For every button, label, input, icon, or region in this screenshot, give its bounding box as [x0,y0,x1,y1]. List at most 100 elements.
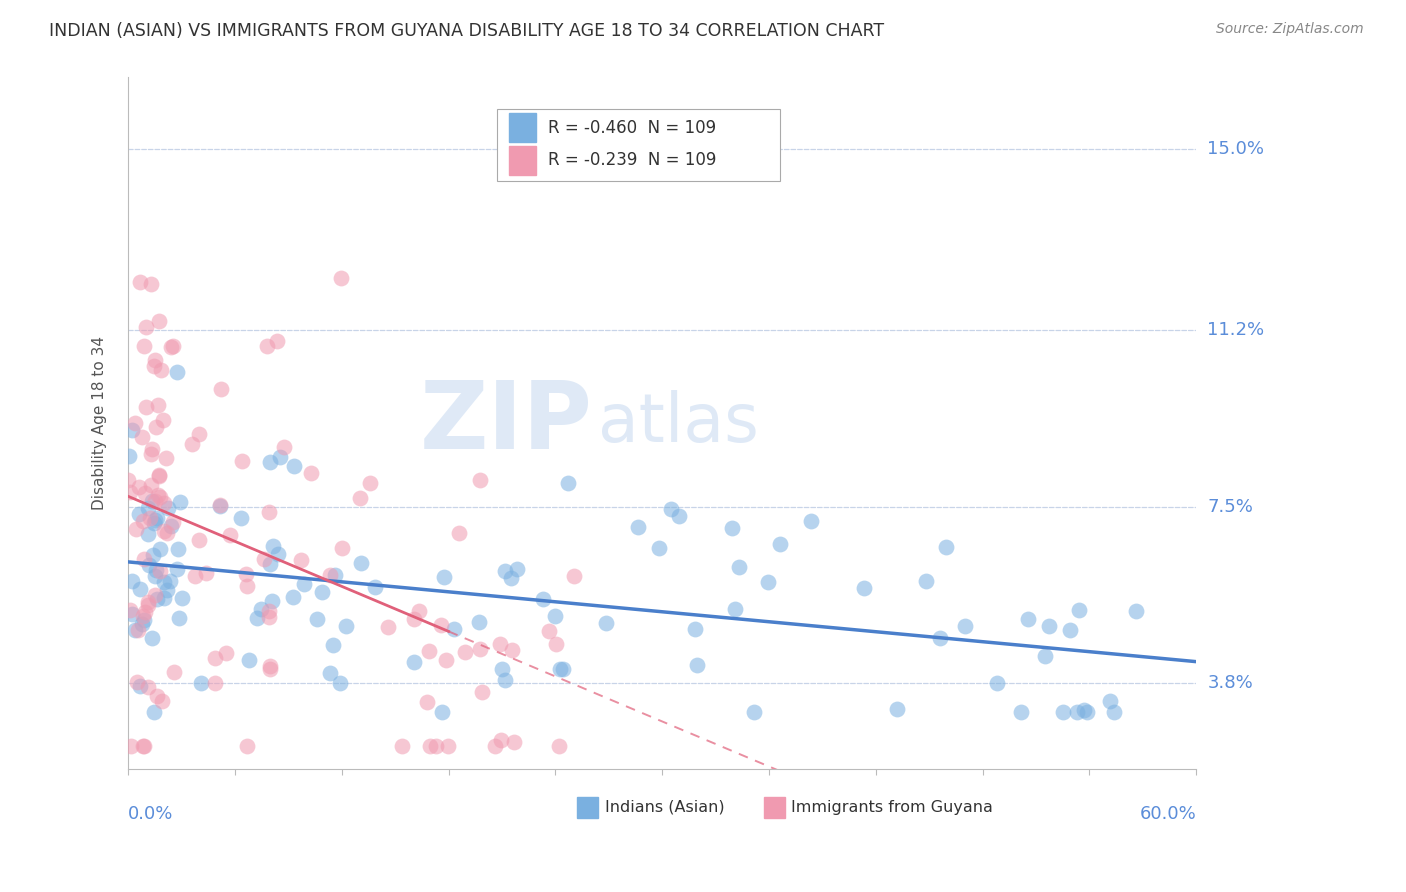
Point [131,617,153,632]
Point [169,495,191,509]
Point [141,632,163,646]
Point [1073,703,1095,717]
Point [128,679,150,693]
Point [231,454,253,468]
Point [211,382,233,396]
Point [150,694,173,708]
Point [155,450,177,465]
Point [683,622,706,636]
Point [149,362,172,376]
Point [148,469,170,483]
Text: INDIAN (ASIAN) VS IMMIGRANTS FROM GUYANA DISABILITY AGE 18 TO 34 CORRELATION CHA: INDIAN (ASIAN) VS IMMIGRANTS FROM GUYANA… [49,22,884,40]
Point [128,479,150,493]
Point [491,662,513,676]
Point [138,598,160,612]
Point [121,574,143,588]
Point [143,494,166,508]
Point [501,642,523,657]
Point [145,563,167,577]
Text: R = -0.239  N = 109: R = -0.239 N = 109 [548,152,716,169]
Point [259,557,281,571]
Point [548,662,571,676]
Point [259,662,281,676]
Point [742,705,765,719]
Point [928,631,950,645]
Point [249,602,271,616]
Point [170,591,193,606]
Point [121,423,143,437]
Point [132,739,155,753]
Point [319,665,342,680]
Point [544,637,567,651]
Point [266,334,288,348]
Point [149,490,172,504]
Point [1059,623,1081,637]
Point [136,501,159,516]
Point [135,320,157,334]
Text: R = -0.460  N = 109: R = -0.460 N = 109 [548,119,716,137]
Point [141,277,163,292]
Point [419,739,441,753]
Point [1125,604,1147,618]
Point [800,514,823,528]
Point [986,676,1008,690]
Point [537,624,560,638]
Point [142,549,165,563]
Point [402,612,425,626]
Point [145,690,167,704]
Point [408,603,430,617]
Point [141,493,163,508]
Point [257,610,280,624]
Point [471,684,494,698]
Point [404,656,426,670]
Point [153,591,176,605]
Point [259,454,281,468]
Point [915,574,938,588]
Point [256,339,278,353]
Point [134,486,156,500]
Point [134,605,156,619]
Point [127,675,149,690]
Point [935,541,957,555]
Point [262,539,284,553]
Point [135,400,157,414]
Point [1010,705,1032,719]
Point [136,681,159,695]
Point [153,574,176,589]
Point [146,591,169,606]
Point [1098,694,1121,708]
Point [259,604,281,618]
Point [454,645,477,659]
Point [292,577,315,591]
Point [720,521,742,535]
Point [246,610,269,624]
Point [162,339,184,353]
Text: 15.0%: 15.0% [1208,140,1264,158]
Point [159,340,181,354]
Point [190,676,212,690]
Point [330,541,353,555]
Point [322,638,344,652]
Y-axis label: Disability Age 18 to 34: Disability Age 18 to 34 [93,336,107,510]
Point [257,505,280,519]
Point [215,646,238,660]
Text: 11.2%: 11.2% [1208,321,1264,339]
Point [853,581,876,595]
Point [418,644,440,658]
Point [499,572,522,586]
Point [494,673,516,688]
Point [142,705,165,719]
Point [181,436,204,450]
Point [120,603,142,617]
Point [1067,603,1090,617]
Point [562,569,585,583]
Text: ZIP: ZIP [420,377,593,469]
Point [260,594,283,608]
Point [425,739,447,753]
Point [153,524,176,539]
Point [283,590,305,604]
Point [143,588,166,602]
Point [953,619,976,633]
Point [134,339,156,353]
Point [118,449,141,463]
